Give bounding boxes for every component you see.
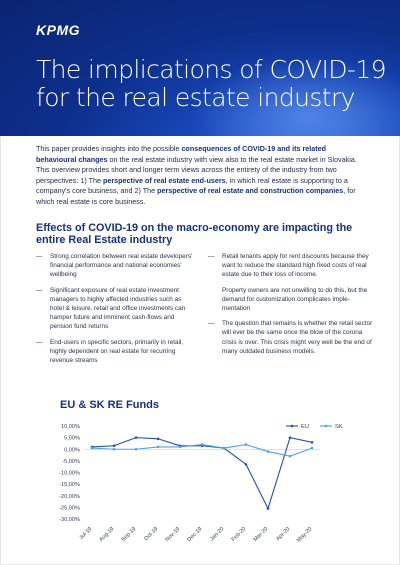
x-tick-label: Mar-20 [253,526,270,543]
y-tick-label: -25,00% [59,505,80,511]
bullet-item: — Strong correlation between real estate … [36,252,196,280]
data-point-eu [112,444,116,448]
intro-text-4: , for which real estate is core business… [36,186,356,206]
y-tick-label: 10,00% [61,424,80,430]
x-tick-label: Feb-20 [231,526,248,543]
bullet-text: End-users in specific sectors, primarily… [50,338,184,365]
data-point-eu [266,507,270,510]
y-tick-label: 0,00% [64,447,80,453]
funds-line-chart: 10,00% 5,00% 0,00% -5,00% -10,00% -15,00% -20,… [59,424,343,544]
x-tick-label: Jan-20 [209,526,225,542]
legend-marker-sk [324,424,328,428]
dash-marker: — [208,253,215,260]
x-tick-label: Apr-20 [275,526,291,542]
dash-marker: — [36,286,43,294]
intro-text-2: on the real estate industry with view al… [36,154,357,185]
bullet-item: — The question that remains is whether th… [208,319,373,356]
x-tick-label: Sep-19 [120,526,137,543]
y-tick-label: -10,00% [59,471,80,477]
bullet-text: Strong correlation between real estate d… [50,253,193,279]
bullet-item: — Retail tenants apply for rent discounts… [208,252,373,280]
kpmg-logo: KPMG [36,22,80,38]
bullet-text: Significant exposure of real estate inve… [50,286,186,331]
continuation-text: Property owners are not unwilling to do … [222,286,368,313]
x-tick-label: May-20 [296,526,313,543]
bullet-item: — End-users in specific sectors, primaril… [36,338,196,366]
y-tick-label: -15,00% [59,482,80,488]
data-point-sk [244,443,248,446]
data-point-sk [266,450,270,453]
series-line-eu [91,436,313,511]
y-tick-label: 5,00% [64,436,80,442]
x-tick-label: Jul-19 [78,526,93,541]
dash-marker: — [36,253,43,260]
legend-marker-eu [290,424,294,428]
data-point-eu [244,463,248,466]
x-tick-label: Oct-19 [143,526,159,542]
intro-paragraph: This paper provides insights into the po… [36,144,366,208]
x-tick-label: Dec-19 [186,526,203,543]
data-point-eu [156,437,160,441]
title-line-2: for the real estate industry [36,83,355,112]
intro-bold-2: perspective of real estate end-users [102,175,226,185]
right-column: — Retail tenants apply for rent discounts… [208,252,373,362]
dash-marker: — [36,338,43,346]
data-point-eu [310,440,314,444]
intro-text-1: This paper provides insights into the po… [36,144,182,153]
y-tick-label: -30,00% [59,517,80,523]
data-point-sk [156,445,160,449]
y-tick-label: -20,00% [59,494,80,500]
intro-text-3: , in which real estate is supporting to … [36,175,348,196]
intro-bold-1: consequences of COVID-19 and its related… [36,144,327,164]
data-point-sk [222,446,226,450]
data-point-sk [178,445,182,449]
legend-label-eu: EU [301,424,309,430]
data-point-sk [134,447,138,451]
data-point-sk [200,443,204,446]
title-line-1: The implications of COVID-19 [36,55,387,84]
data-point-eu [288,436,292,439]
left-column: — Strong correlation between real estate … [36,252,196,371]
dash-marker: — [208,320,215,328]
intro-bold-3: perspective of real estate and construct… [157,186,344,196]
bullet-text: Retail tenants apply for rent discounts … [222,253,369,279]
x-tick-label: Nov-19 [164,526,181,543]
data-point-sk [288,454,292,458]
x-tick-label: Aug-19 [98,526,115,543]
data-point-sk [90,446,94,450]
section-heading-macro: Effects of COVID-19 on the macro-economy… [36,222,353,246]
page-title: The implications of COVID-19 for the rea… [36,55,387,112]
bullet-text: The question that remains is whether the… [222,320,373,355]
data-point-sk [112,447,116,451]
bullet-item: — Significant exposure of real estate inv… [36,286,196,332]
legend-label-sk: SK [335,424,343,430]
hero-banner: KPMG The implications of COVID-19 for th… [0,0,400,136]
chart-heading: EU & SK RE Funds [60,399,160,411]
data-point-eu [134,436,138,439]
y-tick-label: -5,00% [62,459,80,465]
data-point-sk [310,446,314,450]
